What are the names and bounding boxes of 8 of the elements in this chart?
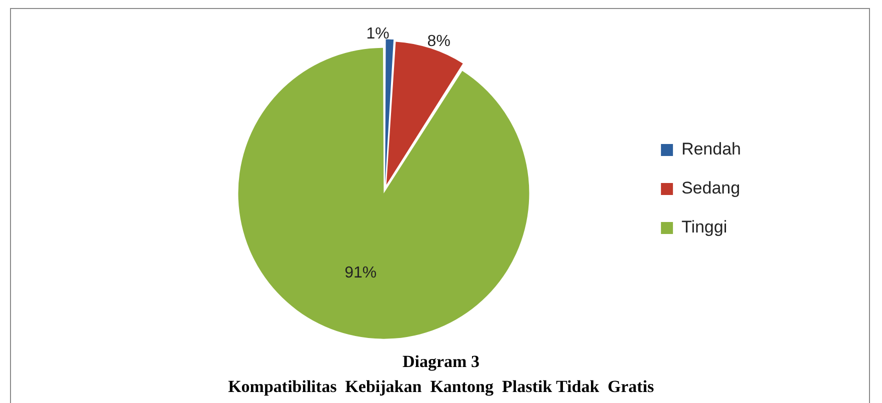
legend-label: Tinggi [681,218,728,237]
text: Diagram 3 [402,352,480,372]
data-label: 1% [366,25,390,42]
legend-label: Rendah [681,140,742,159]
data-label: 8% [427,32,450,50]
legend-label: Sedang [681,178,740,198]
text: Kompatibilitas Kebijakan Kantong Plastik Tidak Gratis [227,377,655,397]
data-label: 91% [344,264,377,282]
